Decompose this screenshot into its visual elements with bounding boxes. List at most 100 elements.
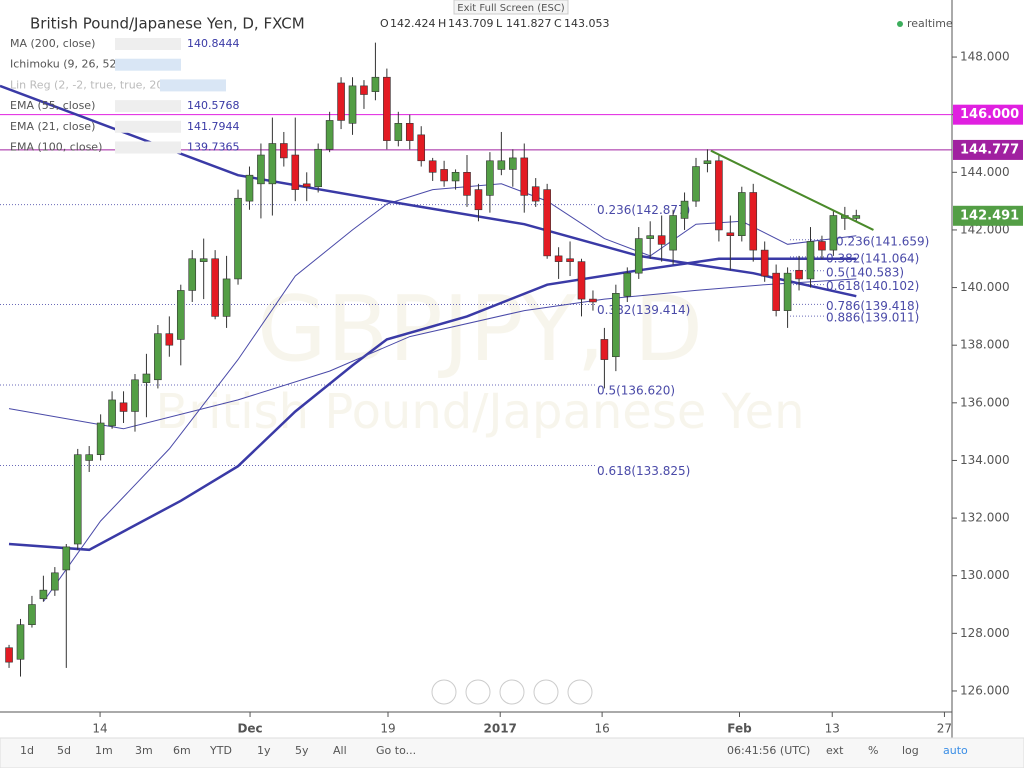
zoom-in[interactable] xyxy=(533,679,559,705)
candle-body xyxy=(795,269,803,280)
candle-body xyxy=(108,399,116,427)
candle-body xyxy=(245,174,254,202)
x-tick-label: 2017 xyxy=(484,722,517,736)
symbol-title: British Pound/Japanese Yen, D, FXCM xyxy=(30,15,305,33)
y-tick-label: 128.000 xyxy=(960,626,1010,640)
candle-body xyxy=(188,258,197,291)
candle-body xyxy=(348,85,357,124)
candle-body xyxy=(325,120,334,150)
study-line xyxy=(0,84,857,298)
candle-body xyxy=(474,189,483,211)
y-tick-label: 134.000 xyxy=(960,453,1010,467)
x-tick-label: Feb xyxy=(727,722,752,736)
range-button[interactable]: 5d xyxy=(57,744,71,757)
toolbar xyxy=(0,737,1024,768)
price-badge-label: 144.777 xyxy=(960,142,1019,157)
candle-body xyxy=(692,166,700,202)
candle-body xyxy=(463,172,471,196)
legend-icons[interactable] xyxy=(115,120,181,133)
y-tick-label: 130.000 xyxy=(960,568,1010,582)
last-price-label: 142.491 xyxy=(960,208,1019,223)
candle-body xyxy=(737,192,746,237)
candle-body xyxy=(646,235,654,239)
range-button[interactable]: 1d xyxy=(20,744,34,757)
ohlc-value: 143.709 xyxy=(448,17,494,30)
range-button[interactable]: 1y xyxy=(257,744,271,757)
y-tick-label: 136.000 xyxy=(960,395,1010,409)
candle-body xyxy=(852,215,861,219)
candle-body xyxy=(486,160,494,196)
range-button[interactable]: Go to... xyxy=(376,744,416,757)
range-button[interactable]: All xyxy=(333,744,347,757)
legend-icons[interactable] xyxy=(160,79,226,92)
candle-body xyxy=(154,333,162,381)
ohlc-key: L xyxy=(496,17,503,30)
y-tick-label: 132.000 xyxy=(960,511,1010,525)
reset[interactable] xyxy=(499,679,525,705)
chart-option[interactable]: ext xyxy=(826,744,844,757)
candle-body xyxy=(211,258,219,317)
legend-name: MA (200, close) xyxy=(10,37,95,50)
candle-body xyxy=(554,255,563,262)
range-button[interactable]: YTD xyxy=(209,744,232,757)
realtime-dot xyxy=(897,21,903,27)
range-button[interactable]: 5y xyxy=(295,744,309,757)
legend-icons[interactable] xyxy=(115,141,181,154)
scroll-left[interactable] xyxy=(431,679,457,705)
candle-body xyxy=(531,186,540,202)
y-tick-label: 144.000 xyxy=(960,165,1010,179)
legend-name: Ichimoku (9, 26, 52, 26) xyxy=(10,58,142,71)
candle-body xyxy=(222,278,231,317)
range-button[interactable]: 1m xyxy=(95,744,113,757)
fib-label: 0.236(142.877) xyxy=(597,203,690,217)
legend-value: 139.7365 xyxy=(187,141,240,154)
candle-body xyxy=(142,373,151,383)
range-button[interactable]: 6m xyxy=(173,744,191,757)
scroll-right[interactable] xyxy=(567,679,593,705)
watermark-name: British Pound/Japanese Yen xyxy=(155,384,804,440)
legend-value: 140.8444 xyxy=(187,37,240,50)
trendline xyxy=(710,149,874,231)
legend-value: 140.5768 xyxy=(187,99,240,112)
ohlc-key: C xyxy=(554,17,562,30)
candle-body xyxy=(623,272,632,297)
study-line xyxy=(8,278,857,430)
candle-body xyxy=(600,339,609,360)
watermark: GBPJPY, D xyxy=(257,277,703,382)
last-price-badge xyxy=(953,205,1023,226)
chart-option[interactable]: % xyxy=(868,744,878,757)
fib-label: 0.5(136.620) xyxy=(597,383,675,397)
candle-body xyxy=(39,589,48,600)
candle-body xyxy=(428,160,437,173)
candle-body xyxy=(51,572,59,591)
candle-body xyxy=(85,454,93,461)
candle-body xyxy=(5,647,13,663)
candle-body xyxy=(749,192,758,251)
legend-icons[interactable] xyxy=(115,38,181,50)
legend-icons[interactable] xyxy=(115,100,181,113)
price-badge xyxy=(953,104,1023,125)
chart-option[interactable]: log xyxy=(902,744,919,757)
candle-body xyxy=(520,157,529,196)
candle-body xyxy=(417,134,426,162)
candle-body xyxy=(280,143,288,159)
ohlc-key: O xyxy=(380,17,389,30)
fib-label: 0.786(139.418) xyxy=(826,299,919,313)
candle-body xyxy=(589,298,597,303)
tooltip: Exit Full Screen (ESC) xyxy=(457,3,565,14)
candle-body xyxy=(612,293,620,358)
clock: 06:41:56 (UTC) xyxy=(727,744,810,757)
candle-body xyxy=(760,249,769,277)
fib-label: 0.382(141.064) xyxy=(826,251,919,265)
legend-icons[interactable] xyxy=(115,58,181,71)
candle-body xyxy=(131,379,139,412)
study-line xyxy=(8,257,857,552)
zoom-out[interactable] xyxy=(465,679,491,705)
range-button[interactable]: 3m xyxy=(135,744,153,757)
candle-body xyxy=(715,160,723,231)
candle-body xyxy=(302,183,311,188)
candle-body xyxy=(394,123,403,141)
chart-option[interactable]: auto xyxy=(943,744,968,757)
candle-body xyxy=(383,76,391,141)
